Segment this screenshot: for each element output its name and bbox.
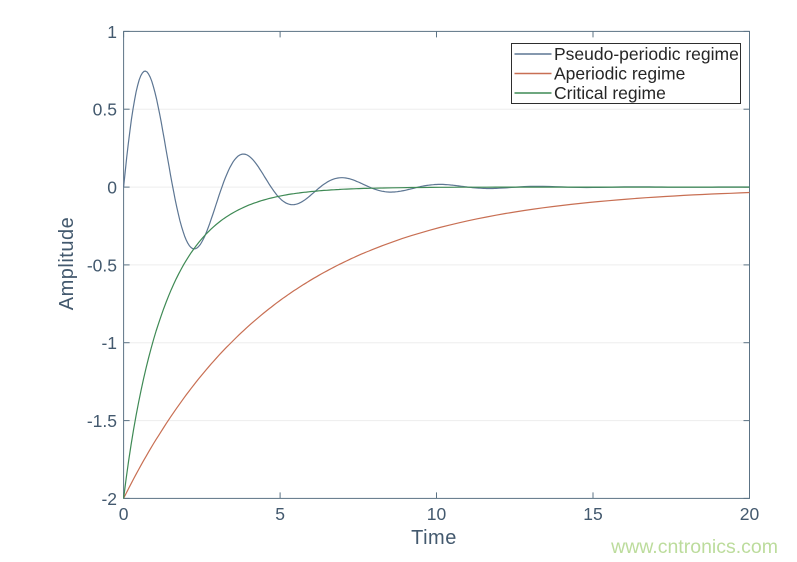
svg-text:Aperiodic regime: Aperiodic regime xyxy=(554,64,685,84)
svg-text:10: 10 xyxy=(427,504,447,524)
svg-text:www.cntronics.com: www.cntronics.com xyxy=(610,536,778,558)
svg-text:-2: -2 xyxy=(101,489,117,509)
svg-text:-1: -1 xyxy=(101,333,117,353)
svg-text:Amplitude: Amplitude xyxy=(56,217,78,310)
svg-text:0.5: 0.5 xyxy=(93,100,117,120)
svg-text:-0.5: -0.5 xyxy=(87,255,117,275)
svg-text:15: 15 xyxy=(583,504,602,524)
svg-text:5: 5 xyxy=(275,504,285,524)
svg-text:0: 0 xyxy=(119,504,129,524)
svg-text:Time: Time xyxy=(411,527,457,549)
svg-text:0: 0 xyxy=(107,178,117,198)
svg-text:Pseudo-periodic regime: Pseudo-periodic regime xyxy=(554,44,739,64)
svg-text:20: 20 xyxy=(740,504,760,524)
svg-text:-1.5: -1.5 xyxy=(87,411,117,431)
svg-text:Critical regime: Critical regime xyxy=(554,83,666,103)
svg-text:1: 1 xyxy=(107,22,117,42)
